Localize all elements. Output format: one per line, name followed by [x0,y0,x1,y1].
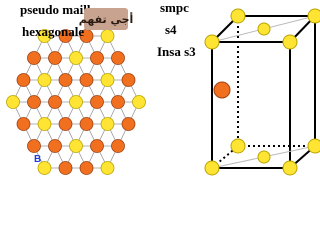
tag: Insa s3 [157,44,196,59]
atom [100,117,115,131]
atom [27,95,41,109]
atom [69,139,83,153]
atom [111,139,125,153]
atom [69,95,83,109]
atom [230,138,246,154]
atom [204,160,220,176]
badge-bg [84,8,128,30]
atom [257,150,271,164]
atom [90,51,104,65]
atom [282,160,298,176]
atom [58,161,73,175]
atom [79,73,94,87]
atom [58,73,73,87]
atom [79,161,94,175]
atom [204,34,220,50]
hexagonal-lattice [6,29,146,175]
atom [48,139,62,153]
atom [121,73,136,87]
atom [90,95,104,109]
atom [121,117,136,131]
atom [230,8,246,24]
atom [111,95,125,109]
tag: smpc [160,0,189,15]
atom [100,161,115,175]
atom [48,51,62,65]
atom [257,22,271,36]
atom [58,29,73,43]
title-line: pseudo maille [20,2,96,17]
atom [16,73,31,87]
atom [48,95,62,109]
atom [90,139,104,153]
atom [111,51,125,65]
atom [282,34,298,50]
atom [100,73,115,87]
atom [6,95,20,109]
title-line: hexagonale [22,24,84,39]
atom [58,117,73,131]
atom [16,117,31,131]
atom [37,73,52,87]
atom [37,161,52,175]
atom [100,29,115,43]
tag: s4 [165,22,177,37]
atom [132,95,146,109]
point-label: B [34,154,41,165]
atom [27,139,41,153]
atom [37,117,52,131]
atom [27,51,41,65]
atom [37,29,52,43]
atom [69,51,83,65]
atom [79,117,94,131]
atom [307,138,320,154]
atom [307,8,320,24]
badge: أجي تفهم [79,12,134,26]
atom [213,81,231,99]
thumbnail: pseudo maille hexagonale أجي تفهم smpc s… [6,0,320,176]
